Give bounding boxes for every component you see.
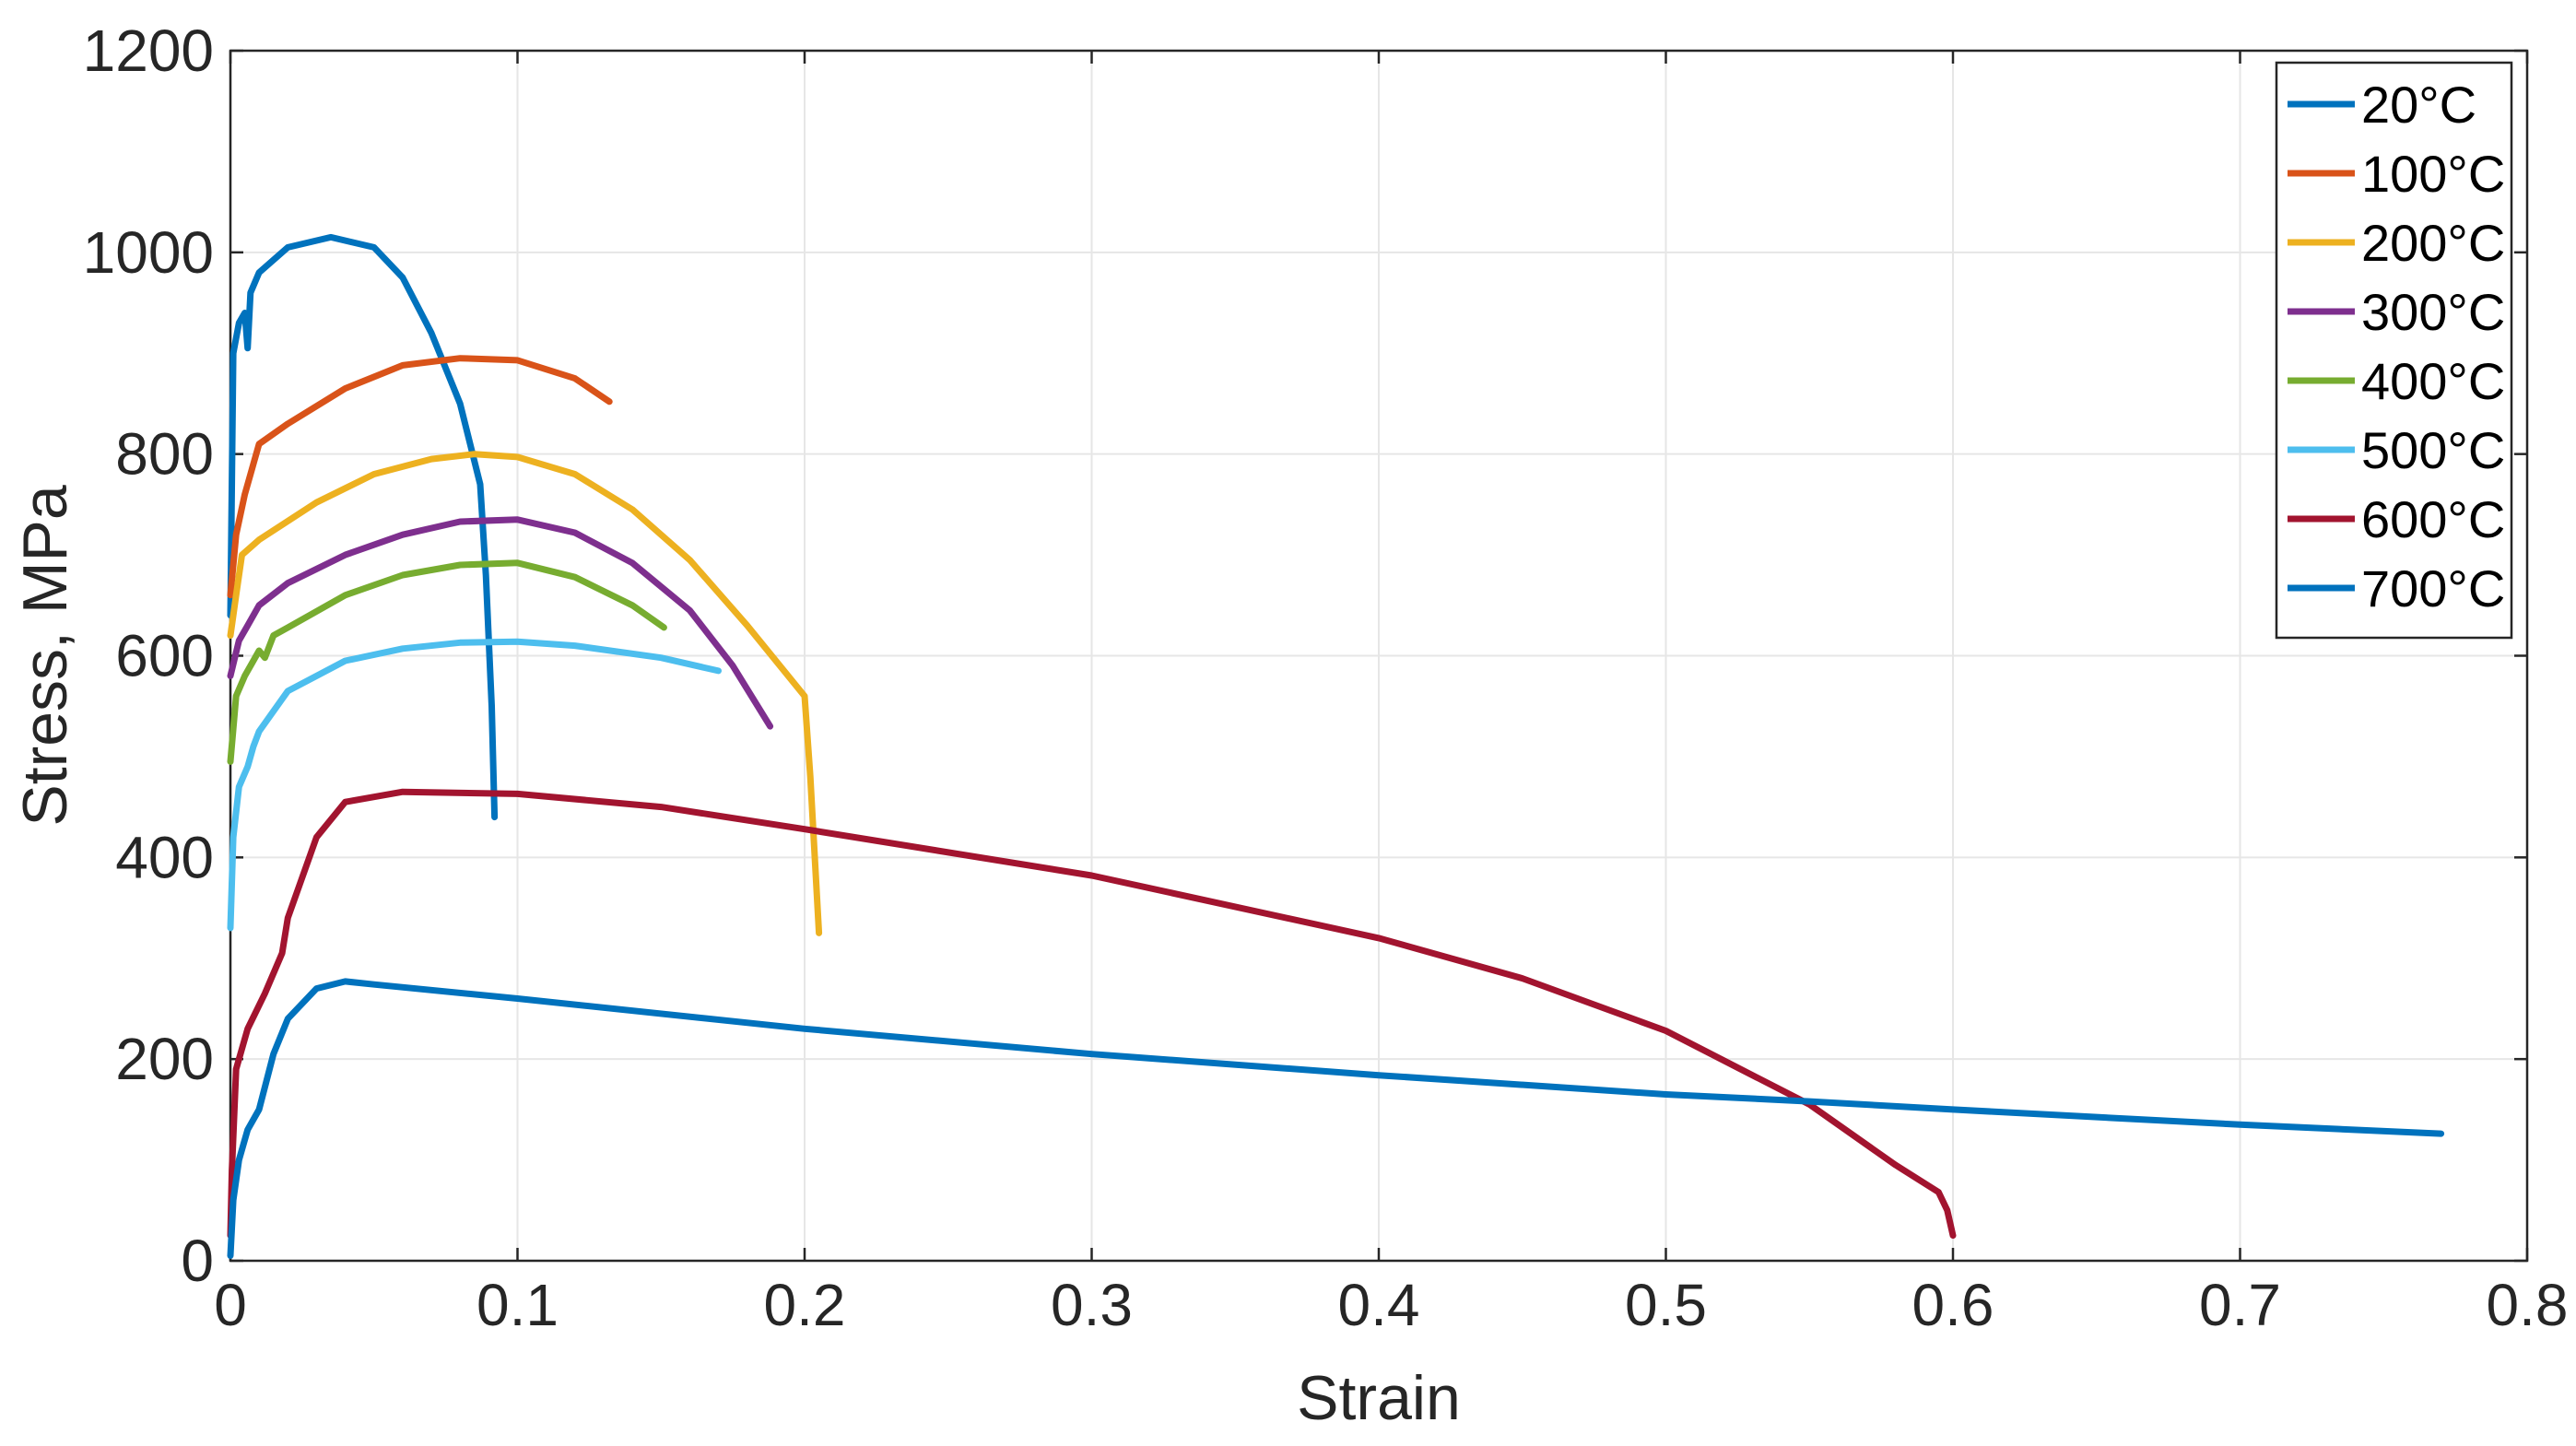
series-line-5	[227, 559, 667, 765]
series-line-3	[227, 451, 823, 936]
y-tick-label: 0	[181, 1228, 214, 1294]
legend-label: 600°C	[2361, 490, 2505, 548]
legend-label: 300°C	[2361, 283, 2505, 341]
x-tick-label: 0.7	[2199, 1272, 2281, 1338]
y-tick-label: 1200	[83, 18, 214, 84]
series-line-4	[227, 516, 774, 730]
x-tick-label: 0.3	[1051, 1272, 1133, 1338]
legend: 20°C 100°C 200°C 300°C 400°C 500°C 600°C 700°C	[2275, 61, 2513, 640]
series-line-1	[227, 233, 499, 821]
legend-box	[2275, 61, 2513, 640]
y-tick-label: 600	[115, 623, 214, 689]
y-axis-title: Stress, MPa	[10, 485, 80, 826]
legend-label: 200°C	[2361, 214, 2505, 272]
y-tick-label: 200	[115, 1026, 214, 1092]
legend-label: 700°C	[2361, 559, 2505, 617]
y-tick-label: 400	[115, 824, 214, 890]
x-tick-label: 0.1	[476, 1272, 559, 1338]
x-tick-label: 0.4	[1338, 1272, 1420, 1338]
x-axis-title: Strain	[1297, 1363, 1461, 1433]
grid	[230, 51, 2527, 1261]
x-tick-label: 0.5	[1625, 1272, 1707, 1338]
axis-ticks: 0 0.1 0.2 0.3 0.4 0.5 0.6 0.7 0.8 0 200 400 600 800 10…	[83, 18, 2569, 1338]
series-line-2	[227, 355, 613, 599]
legend-label: 500°C	[2361, 421, 2505, 479]
series-line-8	[227, 978, 2445, 1259]
x-tick-label: 0.2	[764, 1272, 846, 1338]
series-line-7	[227, 788, 1957, 1240]
x-tick-label: 0.8	[2487, 1272, 2569, 1338]
legend-label: 100°C	[2361, 145, 2505, 203]
y-tick-label: 1000	[83, 219, 214, 286]
legend-label: 400°C	[2361, 352, 2505, 410]
series-lines	[227, 233, 2445, 1259]
legend-label: 20°C	[2361, 76, 2476, 134]
y-tick-label: 800	[115, 421, 214, 488]
x-tick-label: 0.6	[1912, 1272, 1994, 1338]
series-line-6	[227, 638, 722, 932]
x-tick-label: 0	[214, 1272, 247, 1338]
